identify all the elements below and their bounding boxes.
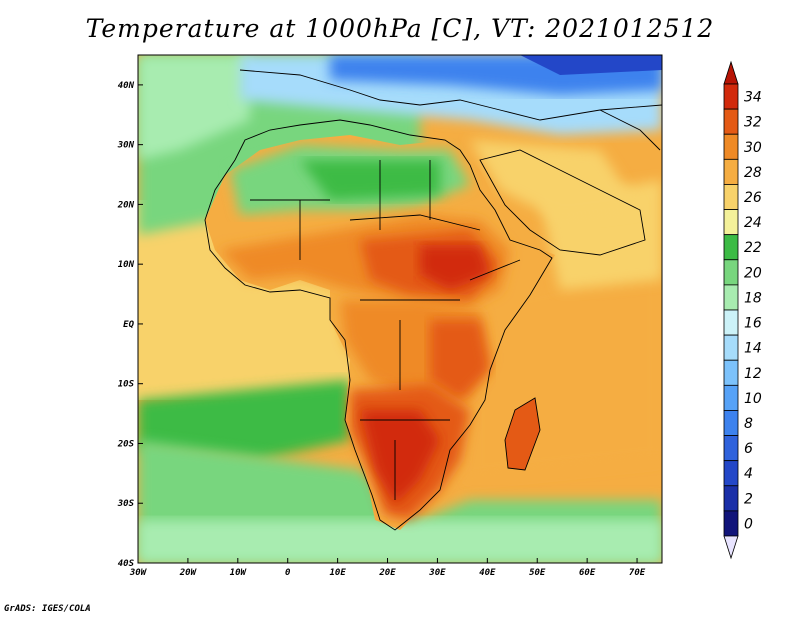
colorbar-tick-label: 16 xyxy=(744,316,762,332)
field-arabia xyxy=(470,140,640,220)
colorbar-box xyxy=(723,234,739,261)
colorbar-box xyxy=(723,259,739,286)
colorbar-tick-label: 22 xyxy=(744,240,762,256)
colorbar-box xyxy=(723,384,739,411)
colorbar-tick-label: 26 xyxy=(744,190,762,206)
colorbar-top-triangle xyxy=(723,60,739,85)
colorbar-box xyxy=(723,184,739,210)
colorbar-tick-label: 20 xyxy=(744,265,762,281)
lat-tick-label: 20S xyxy=(117,439,135,449)
lat-tick-label: 30N xyxy=(117,141,135,151)
asia-coastline xyxy=(599,109,661,151)
lon-tick-label: 50E xyxy=(529,568,546,578)
lon-tick-label: 20E xyxy=(378,568,396,578)
latitude-axis: 40N 30N 20N 10N EQ 10S 20S 30S 40S xyxy=(117,81,143,569)
lat-tick-label: 20N xyxy=(117,200,135,210)
map-title: Temperature at 1000hPa [C], VT: 20210125… xyxy=(85,14,715,43)
grads-credit: GrADS: IGES/COLA xyxy=(4,604,91,614)
lon-tick-label: 70E xyxy=(629,568,646,578)
colorbar-tick-label: 4 xyxy=(744,466,753,482)
field-madagascar xyxy=(505,398,540,470)
europe-coastline xyxy=(239,69,662,121)
colorbar-box xyxy=(723,309,739,336)
colorbar-box xyxy=(723,133,739,160)
colorbar-box xyxy=(723,359,739,386)
colorbar-box xyxy=(723,435,739,462)
colorbar-tick-label: 10 xyxy=(744,391,762,407)
africa-coastline xyxy=(204,119,553,531)
field-sahara-center xyxy=(300,160,440,200)
lat-tick-label: 10S xyxy=(118,380,135,390)
coastlines xyxy=(204,69,662,531)
colorbar-tick-label: 14 xyxy=(744,341,762,357)
colorbar-box xyxy=(723,284,739,311)
lon-tick-label: 10E xyxy=(329,568,346,578)
field-kalahari xyxy=(360,410,440,505)
arabia-coastline xyxy=(479,149,646,256)
colorbar-box xyxy=(723,83,739,110)
colorbar-box xyxy=(723,485,739,512)
colorbar-box xyxy=(723,108,739,135)
lon-tick-label: 60E xyxy=(579,568,596,578)
colorbar-tick-label: 34 xyxy=(744,90,762,106)
colorbar-box xyxy=(723,410,739,436)
field-east-africa xyxy=(430,320,490,400)
colorbar-tick-label: 18 xyxy=(744,290,762,306)
lat-tick-label: 30S xyxy=(117,499,135,509)
colorbar-tick-label: 30 xyxy=(744,140,762,156)
lon-tick-label: 20W xyxy=(179,568,198,578)
field-south-atlantic xyxy=(138,380,350,460)
colorbar-box xyxy=(723,460,739,487)
longitude-axis: 30W 20W 10W 0 10E 20E 30E 40E 50E 60E 70E xyxy=(129,558,646,578)
temperature-field xyxy=(138,55,662,563)
lon-tick-label: 40E xyxy=(479,568,496,578)
madagascar-coastline xyxy=(504,397,541,471)
colorbar-box xyxy=(723,209,739,236)
field-north-atlantic-cool xyxy=(138,55,250,160)
lon-tick-label: 10W xyxy=(230,568,248,578)
lat-tick-label: 40N xyxy=(118,81,135,91)
colorbar-tick-label: 2 xyxy=(744,491,753,507)
country-borders xyxy=(250,160,521,500)
colorbar-box xyxy=(723,510,739,537)
colorbar-tick-label: 0 xyxy=(744,516,753,532)
colorbar-tick-label: 12 xyxy=(744,366,762,382)
colorbar-bottom-triangle xyxy=(723,535,739,560)
lat-tick-label: 10N xyxy=(118,260,135,270)
colorbar-tick-label: 32 xyxy=(744,115,762,131)
colorbar-box xyxy=(723,334,739,361)
lon-tick-label: 0 xyxy=(285,568,291,578)
colorbar-box xyxy=(723,158,739,185)
colorbar-tick-label: 24 xyxy=(744,215,762,231)
lon-tick-label: 30W xyxy=(129,568,148,578)
lat-tick-label: EQ xyxy=(123,320,134,330)
lat-tick-label: 40S xyxy=(118,559,135,569)
field-southern-ocean-cool xyxy=(138,520,662,563)
colorbar-tick-label: 28 xyxy=(744,165,762,181)
field-far-north xyxy=(520,55,662,75)
plot-frame xyxy=(137,54,663,564)
colorbar-tick-label: 8 xyxy=(744,416,753,432)
colorbar-tick-label: 6 xyxy=(744,441,753,457)
lon-tick-label: 30E xyxy=(428,568,446,578)
